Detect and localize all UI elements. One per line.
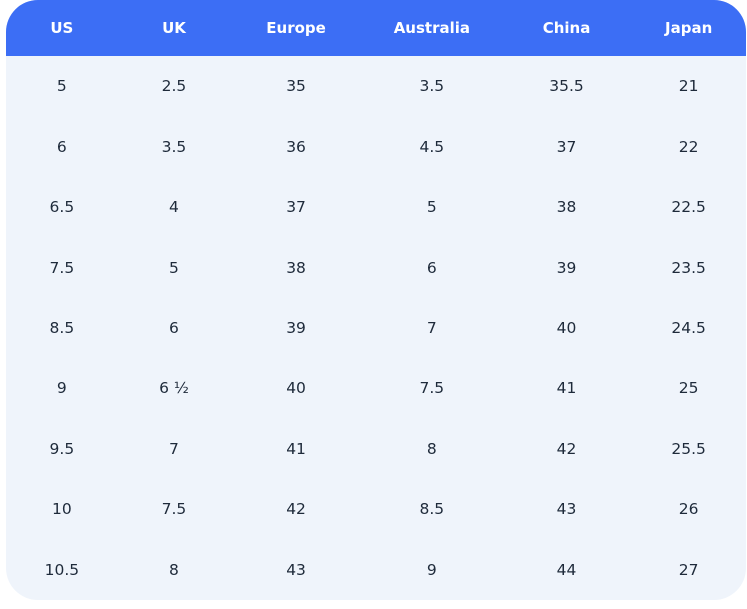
table-cell: 7	[169, 439, 179, 458]
table-cell: 25	[678, 379, 699, 398]
table-cell: 41	[556, 379, 577, 398]
table-cell: 37	[286, 198, 306, 217]
table-cell: 22.5	[671, 198, 706, 217]
table-cell: 8	[169, 560, 179, 579]
table-cell: 37	[556, 137, 577, 156]
table-cell: 38	[286, 258, 306, 277]
table-cell: 41	[286, 439, 306, 458]
table-row: 6 3.5 36 4.5 37 22	[6, 116, 746, 176]
table-cell: 21	[678, 77, 699, 96]
table-cell: 7.5	[419, 379, 445, 398]
table-cell: 4.5	[419, 137, 445, 156]
size-conversion-card: US UK Europe Australia China Japan 5 2.5 3…	[6, 0, 746, 600]
table-cell: 25.5	[671, 439, 706, 458]
table-cell: 5	[426, 198, 437, 217]
table-cell: 3.5	[161, 137, 187, 156]
table-cell: 4	[169, 198, 179, 217]
table-cell: 8	[426, 439, 437, 458]
table-cell: 35	[286, 77, 306, 96]
table-cell: 8.5	[419, 500, 445, 519]
size-conversion-table: US UK Europe Australia China Japan 5 2.5 3…	[6, 0, 746, 600]
header-row: US UK Europe Australia China Japan	[6, 0, 746, 56]
table-cell: 6	[56, 137, 67, 156]
column-header-us: US	[6, 0, 118, 56]
table-cell: 39	[556, 258, 577, 277]
table-cell: 38	[556, 198, 577, 217]
column-header-australia: Australia	[361, 0, 502, 56]
table-cell: 6 ½	[159, 379, 189, 398]
table-row: 5 2.5 35 3.5 35.5 21	[6, 56, 746, 116]
table-cell: 3.5	[419, 77, 445, 96]
table-cell: 24.5	[671, 318, 706, 337]
table-cell: 2.5	[161, 77, 187, 96]
column-header-china: China	[501, 0, 632, 56]
table-row: 9 6 ½ 40 7.5 41 25	[6, 358, 746, 418]
table-cell: 5	[56, 77, 67, 96]
table-cell: 9	[56, 379, 67, 398]
table-cell: 6	[169, 318, 179, 337]
table-cell: 9.5	[49, 439, 75, 458]
table-cell: 5	[169, 258, 179, 277]
table-cell: 39	[286, 318, 306, 337]
table-cell: 7.5	[161, 500, 187, 519]
column-header-japan: Japan	[631, 0, 746, 56]
table-cell: 9	[426, 560, 437, 579]
table-cell: 36	[286, 137, 306, 156]
table-cell: 10	[52, 500, 72, 519]
table-cell: 6.5	[49, 198, 75, 217]
table-cell: 44	[556, 560, 577, 579]
table-cell: 40	[556, 318, 577, 337]
table-cell: 40	[286, 379, 306, 398]
column-header-uk: UK	[117, 0, 231, 56]
table-cell: 22	[678, 137, 699, 156]
table-row: 6.5 4 37 5 38 22.5	[6, 177, 746, 237]
table-row: 9.5 7 41 8 42 25.5	[6, 419, 746, 479]
table-cell: 10.5	[44, 560, 80, 579]
table-cell: 35.5	[549, 77, 584, 96]
table-header: US UK Europe Australia China Japan	[6, 0, 746, 56]
table-cell: 23.5	[671, 258, 706, 277]
table-cell: 43	[556, 500, 577, 519]
table-cell: 43	[286, 560, 306, 579]
table-row: 10 7.5 42 8.5 43 26	[6, 479, 746, 539]
table-row: 8.5 6 39 7 40 24.5	[6, 298, 746, 358]
table-cell: 7	[426, 318, 437, 337]
table-cell: 27	[678, 560, 699, 579]
table-row: 7.5 5 38 6 39 23.5	[6, 237, 746, 297]
column-header-europe: Europe	[230, 0, 362, 56]
table-row: 10.5 8 43 9 44 27	[6, 540, 746, 601]
table-cell: 7.5	[49, 258, 75, 277]
table-cell: 8.5	[49, 318, 75, 337]
table-cell: 26	[678, 500, 699, 519]
table-cell: 6	[426, 258, 437, 277]
table-body: 5 2.5 35 3.5 35.5 21 6 3.5 36 4.5 37 22 6.5 4 37 5 38 22.…	[6, 56, 746, 600]
table-cell: 42	[556, 439, 577, 458]
table-cell: 42	[286, 500, 306, 519]
